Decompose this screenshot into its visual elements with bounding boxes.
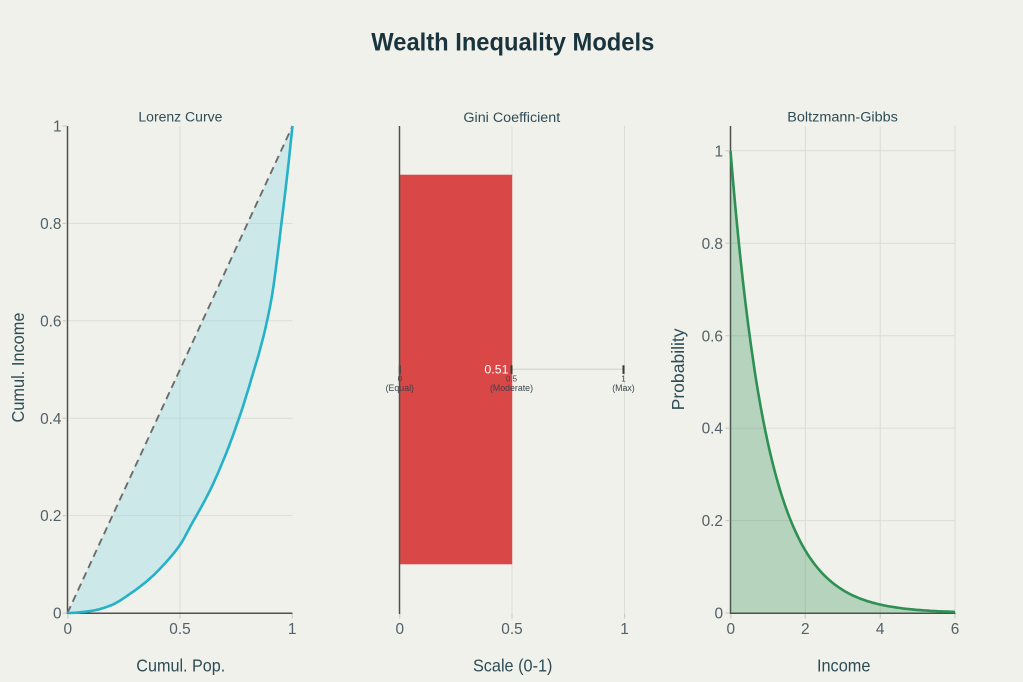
svg-text:0.2: 0.2 — [40, 508, 61, 525]
svg-text:0.4: 0.4 — [702, 421, 724, 438]
svg-text:2: 2 — [801, 621, 810, 638]
svg-text:Wealth Inequality Models: Wealth Inequality Models — [371, 29, 654, 57]
svg-text:Cumul. Income: Cumul. Income — [8, 313, 28, 423]
svg-text:1: 1 — [621, 374, 626, 383]
svg-text:0: 0 — [53, 606, 62, 623]
svg-text:Lorenz Curve: Lorenz Curve — [138, 109, 222, 125]
svg-text:Income: Income — [817, 655, 871, 675]
svg-text:4: 4 — [876, 621, 885, 638]
svg-text:0.8: 0.8 — [40, 216, 61, 233]
svg-text:Gini Coefficient: Gini Coefficient — [463, 110, 560, 126]
svg-text:(Moderate): (Moderate) — [490, 383, 533, 393]
svg-text:0.5: 0.5 — [501, 621, 522, 638]
svg-text:1: 1 — [288, 621, 297, 638]
svg-text:0: 0 — [396, 621, 405, 638]
svg-text:Boltzmann-Gibbs: Boltzmann-Gibbs — [787, 109, 898, 125]
svg-text:(Max): (Max) — [612, 383, 635, 393]
svg-text:Probability: Probability — [668, 328, 688, 410]
svg-text:1: 1 — [53, 119, 62, 136]
svg-text:0.4: 0.4 — [40, 411, 62, 428]
svg-text:0.6: 0.6 — [702, 328, 723, 345]
svg-text:0.51: 0.51 — [484, 362, 508, 376]
svg-text:0: 0 — [64, 621, 73, 638]
svg-text:0: 0 — [714, 606, 723, 623]
svg-text:0.6: 0.6 — [40, 313, 61, 330]
svg-text:Scale (0-1): Scale (0-1) — [473, 655, 553, 675]
svg-text:1: 1 — [620, 621, 629, 638]
svg-text:0.2: 0.2 — [702, 513, 723, 530]
svg-text:0.8: 0.8 — [702, 236, 723, 253]
svg-text:0.5: 0.5 — [169, 621, 190, 638]
svg-text:0: 0 — [727, 621, 736, 638]
svg-text:1: 1 — [714, 143, 723, 160]
svg-text:6: 6 — [951, 621, 960, 638]
svg-text:Cumul. Pop.: Cumul. Pop. — [136, 655, 225, 675]
svg-text:0.5: 0.5 — [506, 374, 518, 383]
